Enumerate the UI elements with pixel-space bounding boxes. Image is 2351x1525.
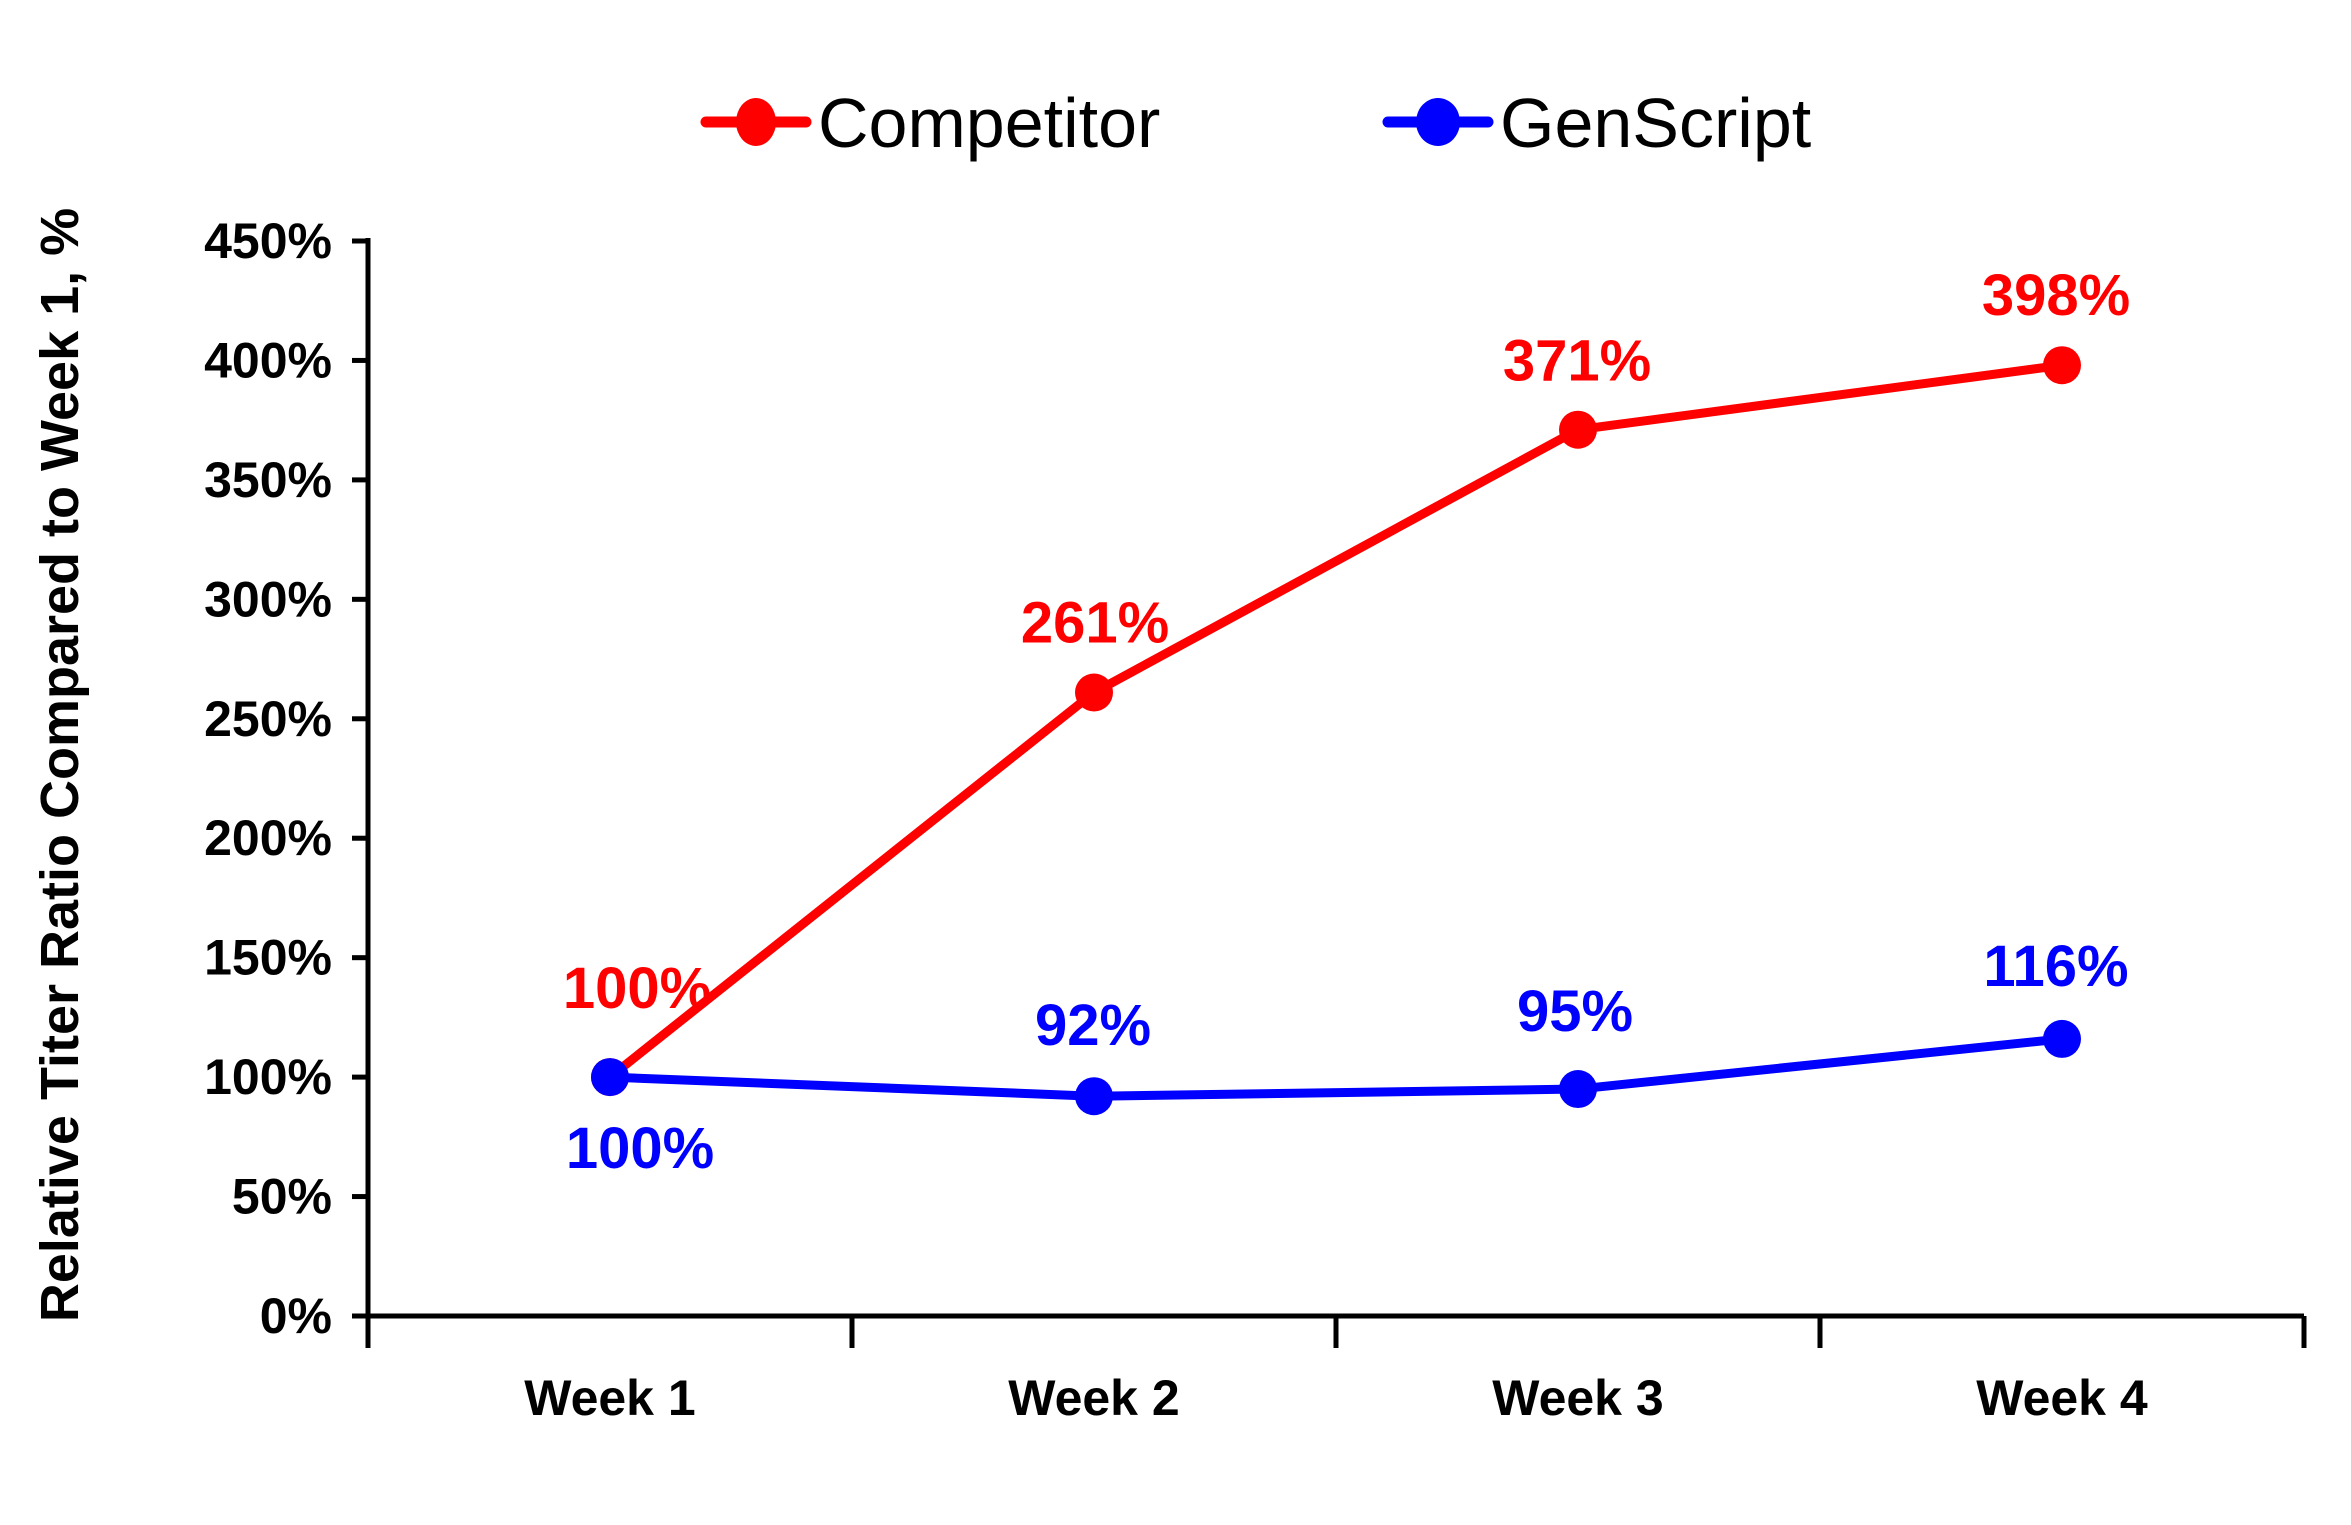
data-point-competitor: [1559, 410, 1597, 449]
legend-label-genscript: GenScript: [1500, 84, 1811, 162]
legend-item-genscript: GenScript: [1382, 84, 1811, 162]
x-axis: Week 1 Week 2 Week 3 Week 4: [365, 1313, 2307, 1426]
data-point-genscript: [1075, 1077, 1113, 1116]
series-line-competitor: [607, 360, 2063, 1081]
data-point-competitor: [1075, 673, 1113, 712]
data-label-genscript: 116%: [1983, 934, 2128, 999]
x-tick-label: Week 2: [1008, 1370, 1179, 1426]
data-label-competitor: 398%: [1982, 263, 2130, 328]
y-axis: 0% 50% 100% 150% 200% 250% 300% 350% 400% 450%: [204, 213, 371, 1344]
x-tick-label: Week 3: [1492, 1370, 1663, 1426]
y-tick-label: 250%: [204, 691, 332, 747]
y-tick-label: 50%: [232, 1169, 332, 1225]
data-label-genscript: 100%: [566, 1116, 714, 1181]
y-tick-label: 300%: [204, 571, 332, 627]
legend-dot-competitor-icon: [736, 98, 776, 146]
legend-item-competitor: Competitor: [700, 84, 1160, 162]
data-point-genscript: [2043, 1019, 2081, 1058]
y-axis-title: Relative Titer Ratio Compared to Week 1,…: [30, 208, 90, 1322]
data-label-competitor: 100%: [563, 956, 711, 1021]
data-point-competitor: [2043, 346, 2081, 385]
series-lines: [591, 346, 2081, 1116]
x-tick-label: Week 4: [1976, 1370, 2148, 1426]
data-label-genscript: 92%: [1035, 993, 1151, 1058]
y-tick-label: 400%: [204, 332, 332, 388]
legend-dot-genscript-icon: [1416, 98, 1460, 146]
y-tick-label: 200%: [204, 810, 332, 866]
y-tick-label: 100%: [204, 1049, 332, 1105]
legend-label-competitor: Competitor: [818, 84, 1160, 162]
x-tick-label: Week 1: [524, 1370, 695, 1426]
legend: Competitor GenScript: [700, 84, 1811, 162]
series-line-genscript: [609, 1034, 2063, 1101]
data-point-genscript: [1559, 1070, 1597, 1109]
data-label-competitor: 371%: [1503, 329, 1651, 394]
data-point-genscript: [591, 1058, 629, 1097]
data-label-genscript: 95%: [1517, 979, 1633, 1044]
data-labels: 100% 261% 371% 398% 100% 92% 95% 116%: [563, 263, 2130, 1181]
y-tick-label: 150%: [204, 930, 332, 986]
y-tick-label: 450%: [204, 213, 332, 269]
data-label-competitor: 261%: [1021, 591, 1169, 656]
y-tick-label: 350%: [204, 452, 332, 508]
y-tick-label: 0%: [260, 1288, 332, 1344]
